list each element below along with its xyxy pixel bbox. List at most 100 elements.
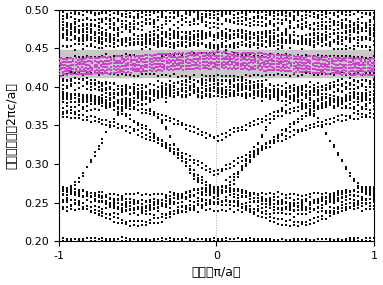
Point [359,98,365,102]
Point [363,25,369,29]
Point [115,38,121,43]
Point [227,17,233,22]
Point [107,25,113,30]
Point [171,95,177,99]
Point [191,206,197,211]
Point [271,117,277,121]
Point [56,192,62,197]
Point [163,240,169,245]
Point [175,148,182,152]
Point [272,68,278,72]
Point [179,123,185,128]
Point [140,69,146,73]
Point [295,117,301,121]
Point [337,61,343,66]
Point [271,201,277,206]
Point [247,200,253,204]
Point [275,8,281,13]
Point [163,91,169,96]
Point [335,83,341,87]
Point [60,57,66,62]
Point [79,195,85,199]
Point [207,46,213,50]
Point [315,97,321,101]
Point [111,81,118,86]
Point [247,84,253,88]
Point [299,114,305,118]
Point [279,36,285,40]
Point [59,95,65,99]
Point [151,41,157,46]
Point [203,35,210,40]
Point [59,184,65,189]
Point [79,76,85,81]
Point [187,67,193,72]
Point [123,36,129,41]
Point [339,98,345,103]
Point [275,206,281,210]
Point [64,91,70,95]
Point [279,93,285,98]
Point [203,9,210,13]
Point [147,108,154,113]
Point [299,73,305,77]
Point [216,53,223,58]
Point [128,96,134,101]
Point [199,41,205,46]
Point [75,203,82,207]
Point [56,62,62,67]
Point [159,52,165,56]
Point [79,21,85,26]
Point [193,53,199,57]
Point [351,79,357,83]
Point [179,40,185,45]
Point [322,58,328,62]
Point [81,68,87,73]
Point [62,72,68,76]
Point [203,130,210,135]
Point [327,17,333,21]
Point [371,11,377,16]
Point [187,239,193,243]
Point [308,54,314,59]
Point [275,87,281,91]
Point [344,58,350,63]
Point [204,63,210,67]
Point [100,199,106,203]
Point [275,109,281,114]
Point [175,80,182,84]
Point [355,95,361,100]
Point [131,90,137,95]
Point [83,189,90,194]
Point [315,107,321,111]
Point [64,95,70,99]
Point [159,26,165,30]
Point [92,45,98,50]
Point [319,20,325,25]
Point [143,127,149,131]
Point [75,27,82,32]
Point [363,94,369,99]
Point [175,30,182,34]
Point [98,55,104,60]
Point [100,64,106,69]
Point [203,31,210,35]
Point [355,180,361,185]
Point [239,87,245,92]
Point [355,17,361,21]
Point [319,203,325,207]
Point [219,30,225,35]
Point [355,186,361,190]
Point [128,28,134,32]
Point [231,32,237,36]
Point [299,236,305,241]
Point [243,43,249,48]
Point [57,60,64,65]
Point [255,35,261,39]
Point [275,239,281,244]
Point [291,106,297,110]
Point [92,239,98,243]
Point [155,216,162,220]
Point [371,15,377,19]
Point [271,24,277,28]
